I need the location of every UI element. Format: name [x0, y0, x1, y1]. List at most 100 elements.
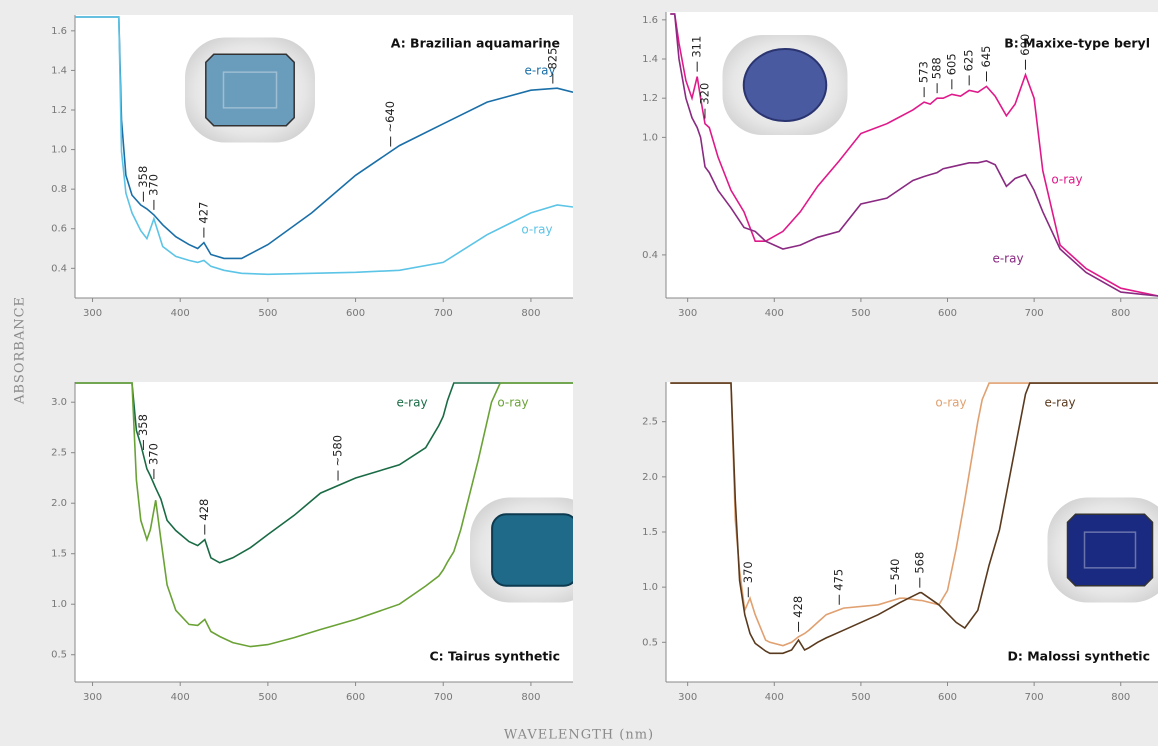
y-tick-label: 0.5 — [642, 637, 658, 648]
y-tick-label: 2.0 — [51, 498, 67, 509]
x-tick-label: 800 — [521, 692, 540, 703]
y-tick-label: 0.4 — [51, 263, 67, 274]
y-tick-label: 3.0 — [51, 397, 67, 408]
annotation-label: 370 — [146, 174, 160, 196]
spectrum-line — [670, 382, 1158, 647]
annotation-label: 573 — [917, 61, 931, 83]
gem-image — [722, 35, 848, 135]
annotation-label: 475 — [832, 569, 846, 591]
x-tick-label: 800 — [1111, 692, 1130, 703]
y-tick-label: 1.4 — [642, 54, 658, 65]
gem-table — [222, 71, 278, 109]
y-tick-label: 1.6 — [642, 15, 658, 26]
gem — [205, 53, 295, 127]
gem-image — [470, 497, 573, 603]
panel-title: C: Tairus synthetic — [429, 649, 560, 664]
spectrum-line — [75, 16, 573, 276]
x-tick-label: 700 — [1025, 692, 1044, 703]
annotation-label: 568 — [912, 552, 926, 574]
x-tick-label: 400 — [171, 308, 190, 319]
annotation-label: 645 — [979, 45, 993, 67]
y-tick-label: 0.5 — [51, 650, 67, 661]
plot-area — [75, 15, 573, 298]
annotation-label: 825 — [545, 48, 559, 70]
spectrum-line — [75, 382, 573, 648]
series-label: o-ray — [1051, 173, 1082, 187]
x-tick-label: 600 — [346, 308, 365, 319]
y-tick-label: 1.0 — [51, 145, 67, 156]
y-tick-label: 1.0 — [642, 582, 658, 593]
y-tick-label: 1.0 — [642, 132, 658, 143]
annotation-label: 588 — [930, 57, 944, 79]
x-tick-label: 800 — [521, 308, 540, 319]
gem — [1066, 513, 1154, 587]
annotation-label: 311 — [690, 36, 704, 58]
series-label: e-ray — [524, 64, 555, 78]
annotation-label: 690 — [1018, 34, 1032, 56]
panel-title: D: Malossi synthetic — [1008, 649, 1151, 664]
annotation-label: 358 — [136, 166, 150, 188]
y-tick-label: 1.5 — [51, 549, 67, 560]
y-tick-label: 1.5 — [642, 527, 658, 538]
spectrum-line — [75, 16, 573, 260]
y-tick-label: 1.4 — [51, 65, 67, 76]
x-tick-label: 600 — [346, 692, 365, 703]
series-label: o-ray — [497, 396, 528, 410]
series-label: e-ray — [1044, 396, 1075, 410]
series-label: e-ray — [396, 396, 427, 410]
spectrum-line — [670, 13, 1158, 297]
series-label: o-ray — [935, 396, 966, 410]
spectrum-line — [75, 382, 573, 564]
annotation-label: 427 — [196, 202, 210, 224]
annotation-label: 358 — [136, 414, 150, 436]
gem — [491, 513, 573, 587]
x-tick-label: 400 — [765, 692, 784, 703]
gem-image — [185, 37, 315, 143]
annotation-label: ~580 — [331, 435, 345, 467]
x-tick-label: 300 — [83, 308, 102, 319]
x-tick-label: 600 — [938, 692, 957, 703]
gem-image — [1047, 497, 1158, 603]
annotation-label: 540 — [888, 559, 902, 581]
series-label: e-ray — [992, 252, 1023, 266]
y-tick-label: 1.2 — [51, 105, 67, 116]
y-tick-label: 1.2 — [642, 93, 658, 104]
annotation-label: 625 — [962, 49, 976, 71]
annotation-label: ~640 — [383, 101, 397, 133]
annotation-label: 370 — [741, 561, 755, 583]
x-axis-title: WAVELENGTH (nm) — [504, 728, 654, 743]
x-tick-label: 400 — [171, 692, 190, 703]
x-tick-label: 700 — [434, 308, 453, 319]
annotation-label: 605 — [944, 53, 958, 75]
y-tick-label: 1.6 — [51, 26, 67, 37]
spectrum-line — [670, 382, 1158, 655]
annotation-label: 428 — [791, 596, 805, 618]
y-tick-label: 2.5 — [642, 417, 658, 428]
annotation-label: 428 — [197, 499, 211, 521]
y-tick-label: 2.5 — [51, 448, 67, 459]
x-tick-label: 800 — [1111, 308, 1130, 319]
y-tick-label: 1.0 — [51, 599, 67, 610]
gem — [742, 48, 828, 122]
annotation-label: 370 — [146, 443, 160, 465]
y-tick-label: 0.4 — [642, 250, 658, 261]
x-tick-label: 500 — [258, 692, 277, 703]
x-tick-label: 500 — [851, 308, 870, 319]
annotation-label: 320 — [697, 83, 711, 105]
x-tick-label: 300 — [83, 692, 102, 703]
x-tick-label: 700 — [434, 692, 453, 703]
x-tick-label: 600 — [938, 308, 957, 319]
panel-title: A: Brazilian aquamarine — [391, 36, 560, 51]
x-tick-label: 500 — [258, 308, 277, 319]
y-tick-label: 0.8 — [51, 184, 67, 195]
x-tick-label: 300 — [678, 308, 697, 319]
x-tick-label: 700 — [1025, 308, 1044, 319]
series-label: o-ray — [521, 223, 552, 237]
y-tick-label: 2.0 — [642, 472, 658, 483]
x-tick-label: 400 — [765, 308, 784, 319]
y-tick-label: 0.6 — [51, 224, 67, 235]
spectrum-line — [670, 13, 1158, 297]
panel-title: B: Maxixe-type beryl — [1004, 36, 1150, 51]
x-tick-label: 300 — [678, 692, 697, 703]
